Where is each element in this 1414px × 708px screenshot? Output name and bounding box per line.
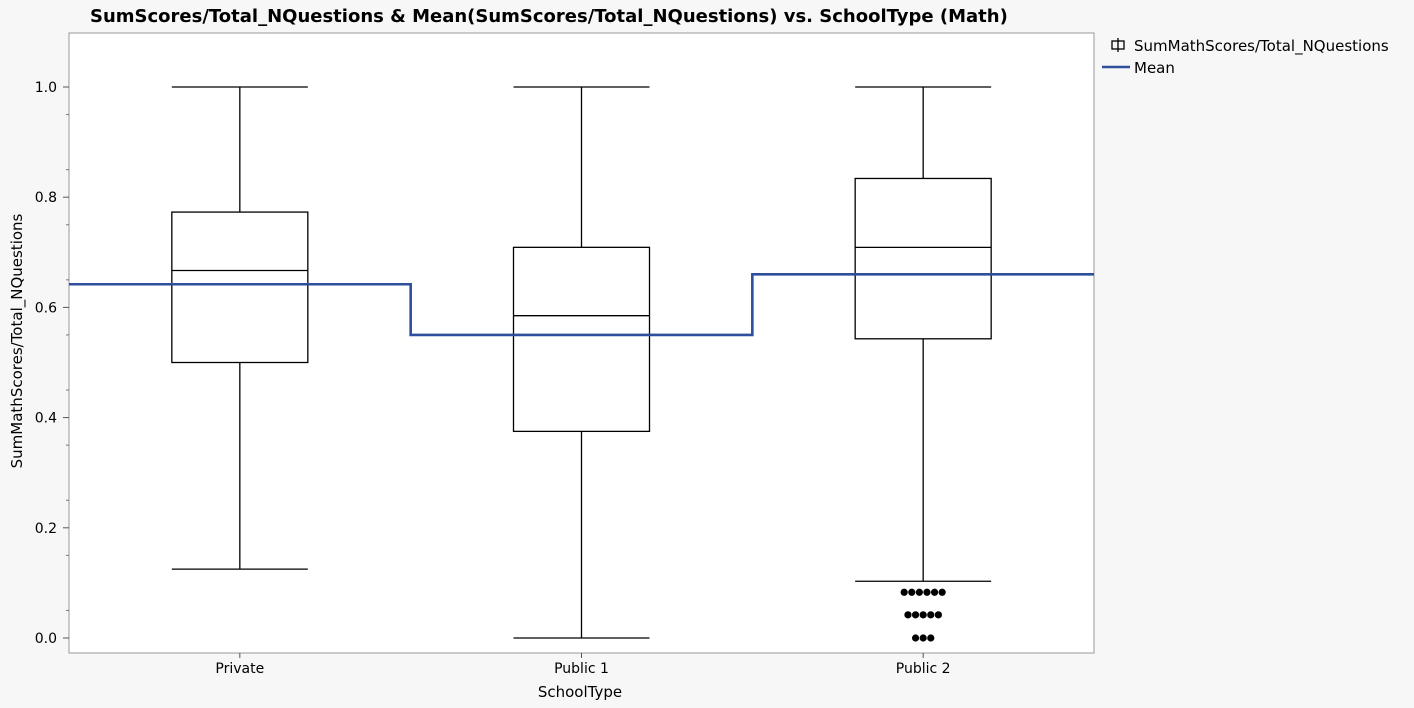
x-tick-label: Public 2 <box>896 661 951 677</box>
legend-label-mean: Mean <box>1134 59 1175 77</box>
outlier-point <box>938 588 946 596</box>
outlier-point <box>930 588 939 596</box>
outlier-point <box>919 634 927 642</box>
outlier-point <box>908 588 916 596</box>
y-tick-label: 0.8 <box>35 190 57 206</box>
y-tick-label: 0.2 <box>35 521 57 537</box>
x-axis: Private Public 1 Public 2 <box>215 653 951 677</box>
legend-item-mean: Mean <box>1102 59 1175 77</box>
x-tick-label: Private <box>215 661 264 677</box>
outlier-point <box>934 611 942 619</box>
outlier-point <box>900 588 908 596</box>
outlier-point <box>915 588 923 596</box>
chart-title: SumScores/Total_NQuestions & Mean(SumSco… <box>90 6 1008 27</box>
outlier-point <box>919 611 927 619</box>
legend: SumMathScores/Total_NQuestions Mean <box>1102 37 1389 77</box>
y-axis: 0.0 0.2 0.4 0.6 0.8 1.0 <box>35 80 69 647</box>
legend-item-box: SumMathScores/Total_NQuestions <box>1111 37 1389 56</box>
x-tick-label: Public 1 <box>554 661 609 677</box>
box-plot <box>512 86 651 639</box>
legend-label-box: SumMathScores/Total_NQuestions <box>1134 37 1389 56</box>
box-legend-icon <box>1111 38 1125 52</box>
outlier-point <box>911 611 920 619</box>
outlier-point <box>911 634 920 642</box>
y-tick-label: 0.4 <box>35 411 57 427</box>
mean-layer <box>69 273 1094 337</box>
x-axis-title: SchoolType <box>538 683 622 701</box>
iqr-box <box>171 211 309 364</box>
outlier-point <box>923 588 931 596</box>
y-tick-label: 0.6 <box>35 300 57 316</box>
outlier-point <box>927 634 935 642</box>
box-plots <box>171 86 992 642</box>
mean-line <box>69 273 1094 337</box>
box-plot <box>854 86 992 642</box>
y-axis-title: SumMathScores/Total_NQuestions <box>8 213 27 468</box>
iqr-box <box>854 177 992 340</box>
y-tick-label: 1.0 <box>35 80 57 96</box>
outlier-point <box>927 611 935 619</box>
iqr-box <box>512 246 651 433</box>
outlier-point <box>904 611 912 619</box>
y-tick-label: 0.0 <box>35 631 57 647</box>
box-plot <box>171 86 309 570</box>
